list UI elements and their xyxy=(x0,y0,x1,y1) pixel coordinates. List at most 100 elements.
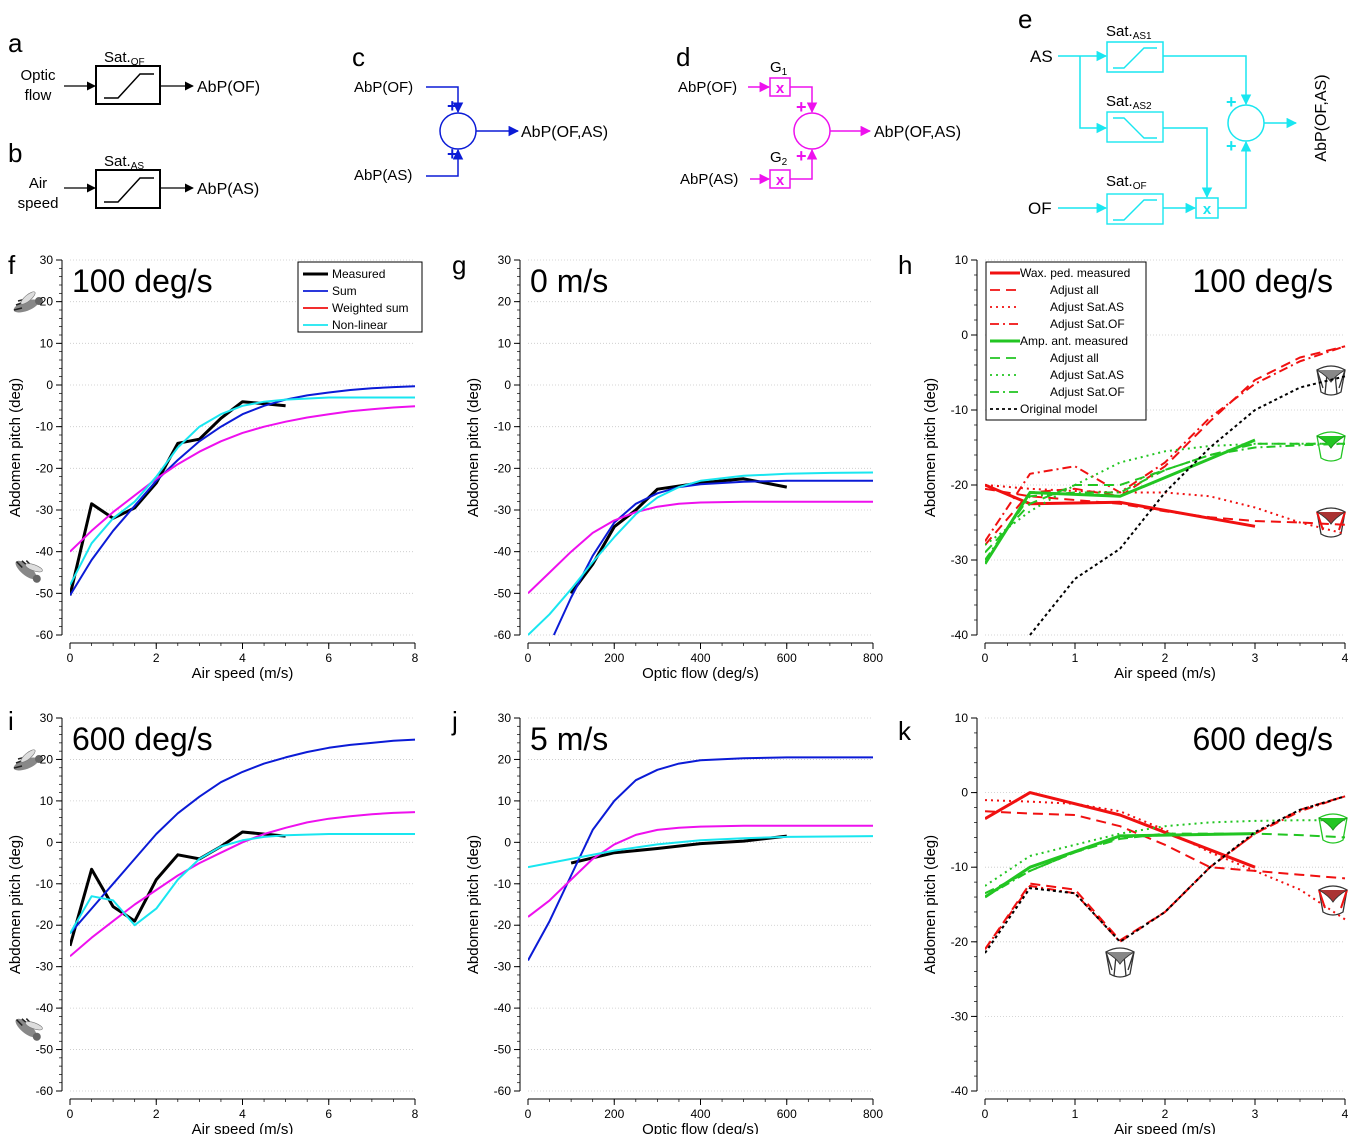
x-tick-label: 0 xyxy=(982,1107,989,1121)
chart-g: 30 20 10 0 -10 -20 -30 -40 -50 -60 0 200 400 600 800 Op… xyxy=(465,253,883,682)
x-tick-label: 6 xyxy=(325,1107,332,1121)
sat-as1-block xyxy=(1106,41,1164,73)
chart-h: 10 0 -10 -20 -30 -40 0 1 2 3 4 Air speed (m/s) Abdom… xyxy=(922,253,1349,682)
y-tick-label: 30 xyxy=(498,711,512,725)
y-tick-label: -40 xyxy=(36,545,54,559)
x-tick-label: 8 xyxy=(412,651,419,665)
series-line xyxy=(985,345,1346,546)
sum-node xyxy=(793,112,831,150)
panel-letter-f: f xyxy=(8,250,16,280)
y-tick-label: 30 xyxy=(498,253,512,267)
x-tick-label: 0 xyxy=(525,1107,532,1121)
gain-label-1: G1 xyxy=(770,59,788,78)
chart-title: 600 deg/s xyxy=(72,721,213,757)
diagram-a: a Optic flow Sat.OF AbP(OF) xyxy=(8,28,260,105)
x-tick-label: 0 xyxy=(525,651,532,665)
x-axis-label: Optic flow (deg/s) xyxy=(642,1121,759,1134)
panel-letter-i: i xyxy=(8,706,14,736)
x-tick-label: 0 xyxy=(67,1107,74,1121)
panel-letter-g: g xyxy=(452,250,466,280)
input-label-line1: Air xyxy=(29,175,47,192)
y-tick-label: -40 xyxy=(36,1001,54,1015)
series-line xyxy=(70,385,416,596)
saturation-curve xyxy=(104,73,154,99)
x-tick-label: 2 xyxy=(153,651,160,665)
series-line xyxy=(985,832,1256,898)
y-tick-label: 10 xyxy=(955,253,969,267)
y-tick-label: 0 xyxy=(961,786,968,800)
chart-title: 0 m/s xyxy=(530,263,608,299)
y-tick-label: -30 xyxy=(951,553,969,567)
series-line xyxy=(570,834,787,865)
y-tick-label: -60 xyxy=(494,1084,512,1098)
sat-as2-block xyxy=(1106,111,1164,143)
series-group xyxy=(70,738,416,958)
y-tick-label: 10 xyxy=(955,711,969,725)
y-tick-label: 0 xyxy=(46,835,53,849)
series-group xyxy=(985,345,1346,636)
y-tick-label: -30 xyxy=(494,960,512,974)
series-line xyxy=(985,795,1346,950)
input-label-line1: Optic xyxy=(20,67,56,84)
panel-letter-e: e xyxy=(1018,4,1032,34)
y-tick-label: -30 xyxy=(951,1009,969,1023)
y-tick-label: -20 xyxy=(494,918,512,932)
legend-label: Adjust all xyxy=(1050,351,1099,365)
chart-title: 100 deg/s xyxy=(1192,263,1333,299)
sat-as1-curve xyxy=(1113,47,1157,69)
y-tick-label: -20 xyxy=(36,918,54,932)
y-tick-label: -60 xyxy=(36,628,54,642)
y-tick-label: 30 xyxy=(40,711,54,725)
sat-of-block xyxy=(1106,193,1164,225)
series-line xyxy=(528,824,873,918)
y-tick-label: -50 xyxy=(36,586,54,600)
block-label: Sat.OF xyxy=(104,49,145,68)
y-tick-label: -10 xyxy=(36,877,54,891)
x-axis-label: Air speed (m/s) xyxy=(192,1121,294,1134)
x-tick-label: 200 xyxy=(604,651,624,665)
output-label: AbP(AS) xyxy=(197,181,259,198)
input-arrow-1 xyxy=(426,86,464,114)
x-axis-label: Air speed (m/s) xyxy=(192,665,294,682)
y-tick-label: 0 xyxy=(961,328,968,342)
y-tick-label: 20 xyxy=(498,752,512,766)
multiply-sign: x xyxy=(776,172,785,189)
input-label-as: AS xyxy=(1030,47,1053,66)
sum-node xyxy=(439,112,477,150)
x-tick-label: 400 xyxy=(690,651,710,665)
head-icon-amputated xyxy=(1316,431,1346,462)
x-tick-label: 0 xyxy=(67,651,74,665)
x-tick-label: 800 xyxy=(863,651,883,665)
output-label: AbP(OF,AS) xyxy=(874,124,961,141)
x-tick-label: 4 xyxy=(1342,1107,1349,1121)
series-line xyxy=(985,442,1345,554)
y-tick-label: -60 xyxy=(494,628,512,642)
head-icon xyxy=(1105,947,1135,978)
legend-label: Measured xyxy=(332,267,385,281)
series-line xyxy=(985,487,1346,526)
y-tick-label: -20 xyxy=(951,478,969,492)
series-line xyxy=(985,442,1345,546)
saturation-curve xyxy=(104,177,154,203)
plus-sign: + xyxy=(1226,136,1237,156)
series-line xyxy=(70,396,415,586)
y-tick-label: -30 xyxy=(494,503,512,517)
legend-label: Adjust Sat.OF xyxy=(1050,385,1125,399)
series-group xyxy=(985,791,1346,954)
y-tick-label: -10 xyxy=(494,877,512,891)
y-tick-label: 10 xyxy=(40,794,54,808)
chart-k: 10 0 -10 -20 -30 -40 0 1 2 3 4 Air speed (m/s) Abdom… xyxy=(922,711,1349,1134)
saturation-block xyxy=(95,169,161,209)
legend: Wax. ped. measured Adjust all Adjust Sat.A… xyxy=(985,261,1147,421)
y-tick-label: 0 xyxy=(504,378,511,392)
y-tick-label: -10 xyxy=(951,403,969,417)
mult-to-sum xyxy=(1218,140,1252,209)
diagram-b: b Air speed Sat.AS AbP(AS) xyxy=(8,138,259,212)
legend-label: Amp. ant. measured xyxy=(1020,334,1128,348)
head-icon-waxed xyxy=(1316,507,1346,538)
y-tick-label: 20 xyxy=(40,752,54,766)
x-tick-label: 2 xyxy=(1162,651,1169,665)
series-group xyxy=(70,385,416,596)
plus-sign: + xyxy=(796,146,807,166)
output-label: AbP(OF,AS) xyxy=(521,124,608,141)
